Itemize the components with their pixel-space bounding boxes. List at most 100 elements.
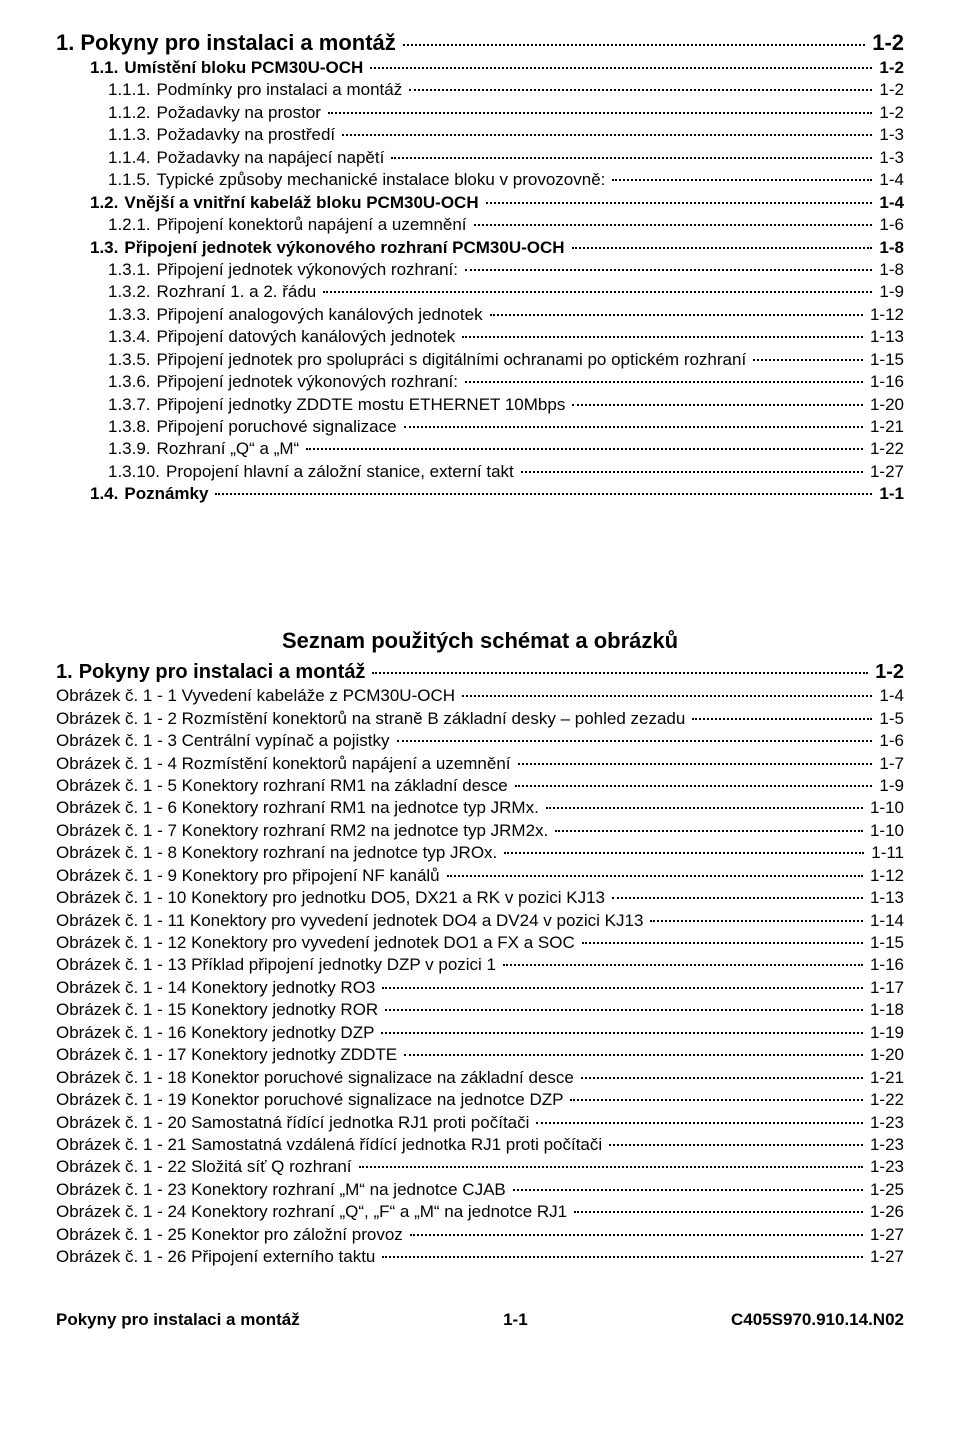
toc-number: 1.3. (90, 237, 124, 259)
toc-page: 1-4 (875, 685, 904, 707)
toc-title: Obrázek č. 1 - 14 Konektory jednotky RO3 (56, 977, 379, 999)
toc-page: 1-13 (866, 326, 904, 348)
toc-page: 1-3 (875, 147, 904, 169)
toc-leader-dots (555, 830, 863, 832)
toc-page: 1-6 (875, 730, 904, 752)
toc-entry: 1.1.5.Typické způsoby mechanické instala… (56, 169, 904, 191)
toc-entry: 1.3.4.Připojení datových kanálových jedn… (56, 326, 904, 348)
page-footer: Pokyny pro instalaci a montáž 1-1 C405S9… (56, 1309, 904, 1331)
toc-title: Vnější a vnitřní kabeláž bloku PCM30U-OC… (124, 192, 482, 214)
toc-title: Požadavky na prostor (157, 102, 325, 124)
toc-leader-dots (521, 471, 863, 473)
toc-page: 1-1 (875, 483, 904, 505)
toc-section-1: 1.Pokyny pro instalaci a montáž1-21.1.Um… (56, 28, 904, 506)
toc-leader-dots (504, 852, 864, 854)
toc-leader-dots (581, 1077, 863, 1079)
toc-entry: 1.Pokyny pro instalaci a montáž1-2 (56, 28, 904, 57)
toc-page: 1-27 (866, 1224, 904, 1246)
toc-title: Pokyny pro instalaci a montáž (79, 659, 370, 685)
toc-title: Připojení jednotek výkonového rozhraní P… (124, 237, 568, 259)
toc-entry: 1.3.3.Připojení analogových kanálových j… (56, 304, 904, 326)
toc-entry: 1.1.Umístění bloku PCM30U-OCH1-2 (56, 57, 904, 79)
toc-title: Obrázek č. 1 - 21 Samostatná vzdálená ří… (56, 1134, 606, 1156)
toc-entry: Obrázek č. 1 - 9 Konektory pro připojení… (56, 865, 904, 887)
toc-title: Obrázek č. 1 - 20 Samostatná řídící jedn… (56, 1112, 533, 1134)
toc-page: 1-15 (866, 932, 904, 954)
toc-leader-dots (612, 897, 863, 899)
footer-left: Pokyny pro instalaci a montáž (56, 1309, 300, 1331)
toc-page: 1-2 (875, 79, 904, 101)
toc-number: 1.3.8. (108, 416, 157, 438)
toc-entry: Obrázek č. 1 - 5 Konektory rozhraní RM1 … (56, 775, 904, 797)
toc-leader-dots (382, 987, 863, 989)
toc-leader-dots (572, 247, 873, 249)
toc-entry: 1.4.Poznámky1-1 (56, 483, 904, 505)
toc-number: 1.3.6. (108, 371, 157, 393)
toc-title: Obrázek č. 1 - 11 Konektory pro vyvedení… (56, 910, 647, 932)
toc-leader-dots (404, 1054, 863, 1056)
toc-title: Obrázek č. 1 - 16 Konektory jednotky DZP (56, 1022, 378, 1044)
toc-leader-dots (397, 740, 873, 742)
toc-page: 1-2 (871, 659, 904, 685)
toc-entry: 1.3.9.Rozhraní „Q“ a „M“1-22 (56, 438, 904, 460)
toc-number: 1.3.9. (108, 438, 157, 460)
toc-leader-dots (753, 359, 863, 361)
toc-leader-dots (574, 1211, 863, 1213)
toc-title: Připojení analogových kanálových jednote… (157, 304, 487, 326)
toc-entry: Obrázek č. 1 - 26 Připojení externího ta… (56, 1246, 904, 1268)
toc-leader-dots (328, 112, 872, 114)
toc-title: Připojení poruchové signalizace (157, 416, 401, 438)
toc-title: Obrázek č. 1 - 2 Rozmístění konektorů na… (56, 708, 689, 730)
toc-title: Obrázek č. 1 - 25 Konektor pro záložní p… (56, 1224, 407, 1246)
toc-title: Umístění bloku PCM30U-OCH (124, 57, 367, 79)
toc-entry: 1.3.10.Propojení hlavní a záložní stanic… (56, 461, 904, 483)
toc-number: 1.1.1. (108, 79, 157, 101)
toc-page: 1-2 (868, 28, 904, 57)
toc-title: Obrázek č. 1 - 22 Složitá síť Q rozhraní (56, 1156, 356, 1178)
toc-entry: Obrázek č. 1 - 16 Konektory jednotky DZP… (56, 1022, 904, 1044)
toc-leader-dots (342, 134, 872, 136)
toc-title: Obrázek č. 1 - 4 Rozmístění konektorů na… (56, 753, 515, 775)
toc-page: 1-2 (875, 57, 904, 79)
toc-page: 1-9 (875, 775, 904, 797)
toc-leader-dots (513, 1189, 863, 1191)
toc-leader-dots (609, 1144, 863, 1146)
toc-page: 1-23 (866, 1156, 904, 1178)
footer-center: 1-1 (503, 1309, 528, 1331)
toc-entry: Obrázek č. 1 - 18 Konektor poruchové sig… (56, 1067, 904, 1089)
toc-leader-dots (323, 291, 872, 293)
toc-entry: 1.3.8.Připojení poruchové signalizace1-2… (56, 416, 904, 438)
toc-number: 1.4. (90, 483, 124, 505)
toc-leader-dots (474, 224, 873, 226)
toc-leader-dots (372, 672, 868, 674)
toc-page: 1-20 (866, 1044, 904, 1066)
toc-entry: Obrázek č. 1 - 7 Konektory rozhraní RM2 … (56, 820, 904, 842)
toc-title: Obrázek č. 1 - 19 Konektor poruchové sig… (56, 1089, 567, 1111)
toc-page: 1-23 (866, 1134, 904, 1156)
toc-page: 1-12 (866, 865, 904, 887)
toc-title: Připojení datových kanálových jednotek (157, 326, 460, 348)
toc-title: Obrázek č. 1 - 17 Konektory jednotky ZDD… (56, 1044, 401, 1066)
toc-page: 1-15 (866, 349, 904, 371)
toc-page: 1-4 (875, 169, 904, 191)
schematics-heading: Seznam použitých schémat a obrázků (56, 626, 904, 655)
toc-leader-dots (515, 785, 873, 787)
toc-leader-dots (447, 875, 863, 877)
toc-entry: 1.1.3.Požadavky na prostředí1-3 (56, 124, 904, 146)
toc-leader-dots (462, 336, 863, 338)
toc-entry: 1.3.5.Připojení jednotek pro spolupráci … (56, 349, 904, 371)
toc-title: Rozhraní 1. a 2. řádu (157, 281, 321, 303)
toc-entry: Obrázek č. 1 - 11 Konektory pro vyvedení… (56, 910, 904, 932)
toc-number: 1.2.1. (108, 214, 157, 236)
toc-title: Připojení jednotek výkonových rozhraní: (157, 259, 462, 281)
toc-title: Připojení jednotek výkonových rozhraní: (157, 371, 462, 393)
toc-leader-dots (572, 404, 863, 406)
toc-title: Typické způsoby mechanické instalace blo… (157, 169, 610, 191)
toc-page: 1-3 (875, 124, 904, 146)
toc-page: 1-26 (866, 1201, 904, 1223)
toc-leader-dots (403, 44, 865, 46)
toc-title: Obrázek č. 1 - 23 Konektory rozhraní „M“… (56, 1179, 510, 1201)
toc-title: Připojení jednotek pro spolupráci s digi… (157, 349, 751, 371)
toc-entry: Obrázek č. 1 - 21 Samostatná vzdálená ří… (56, 1134, 904, 1156)
toc-entry: Obrázek č. 1 - 17 Konektory jednotky ZDD… (56, 1044, 904, 1066)
